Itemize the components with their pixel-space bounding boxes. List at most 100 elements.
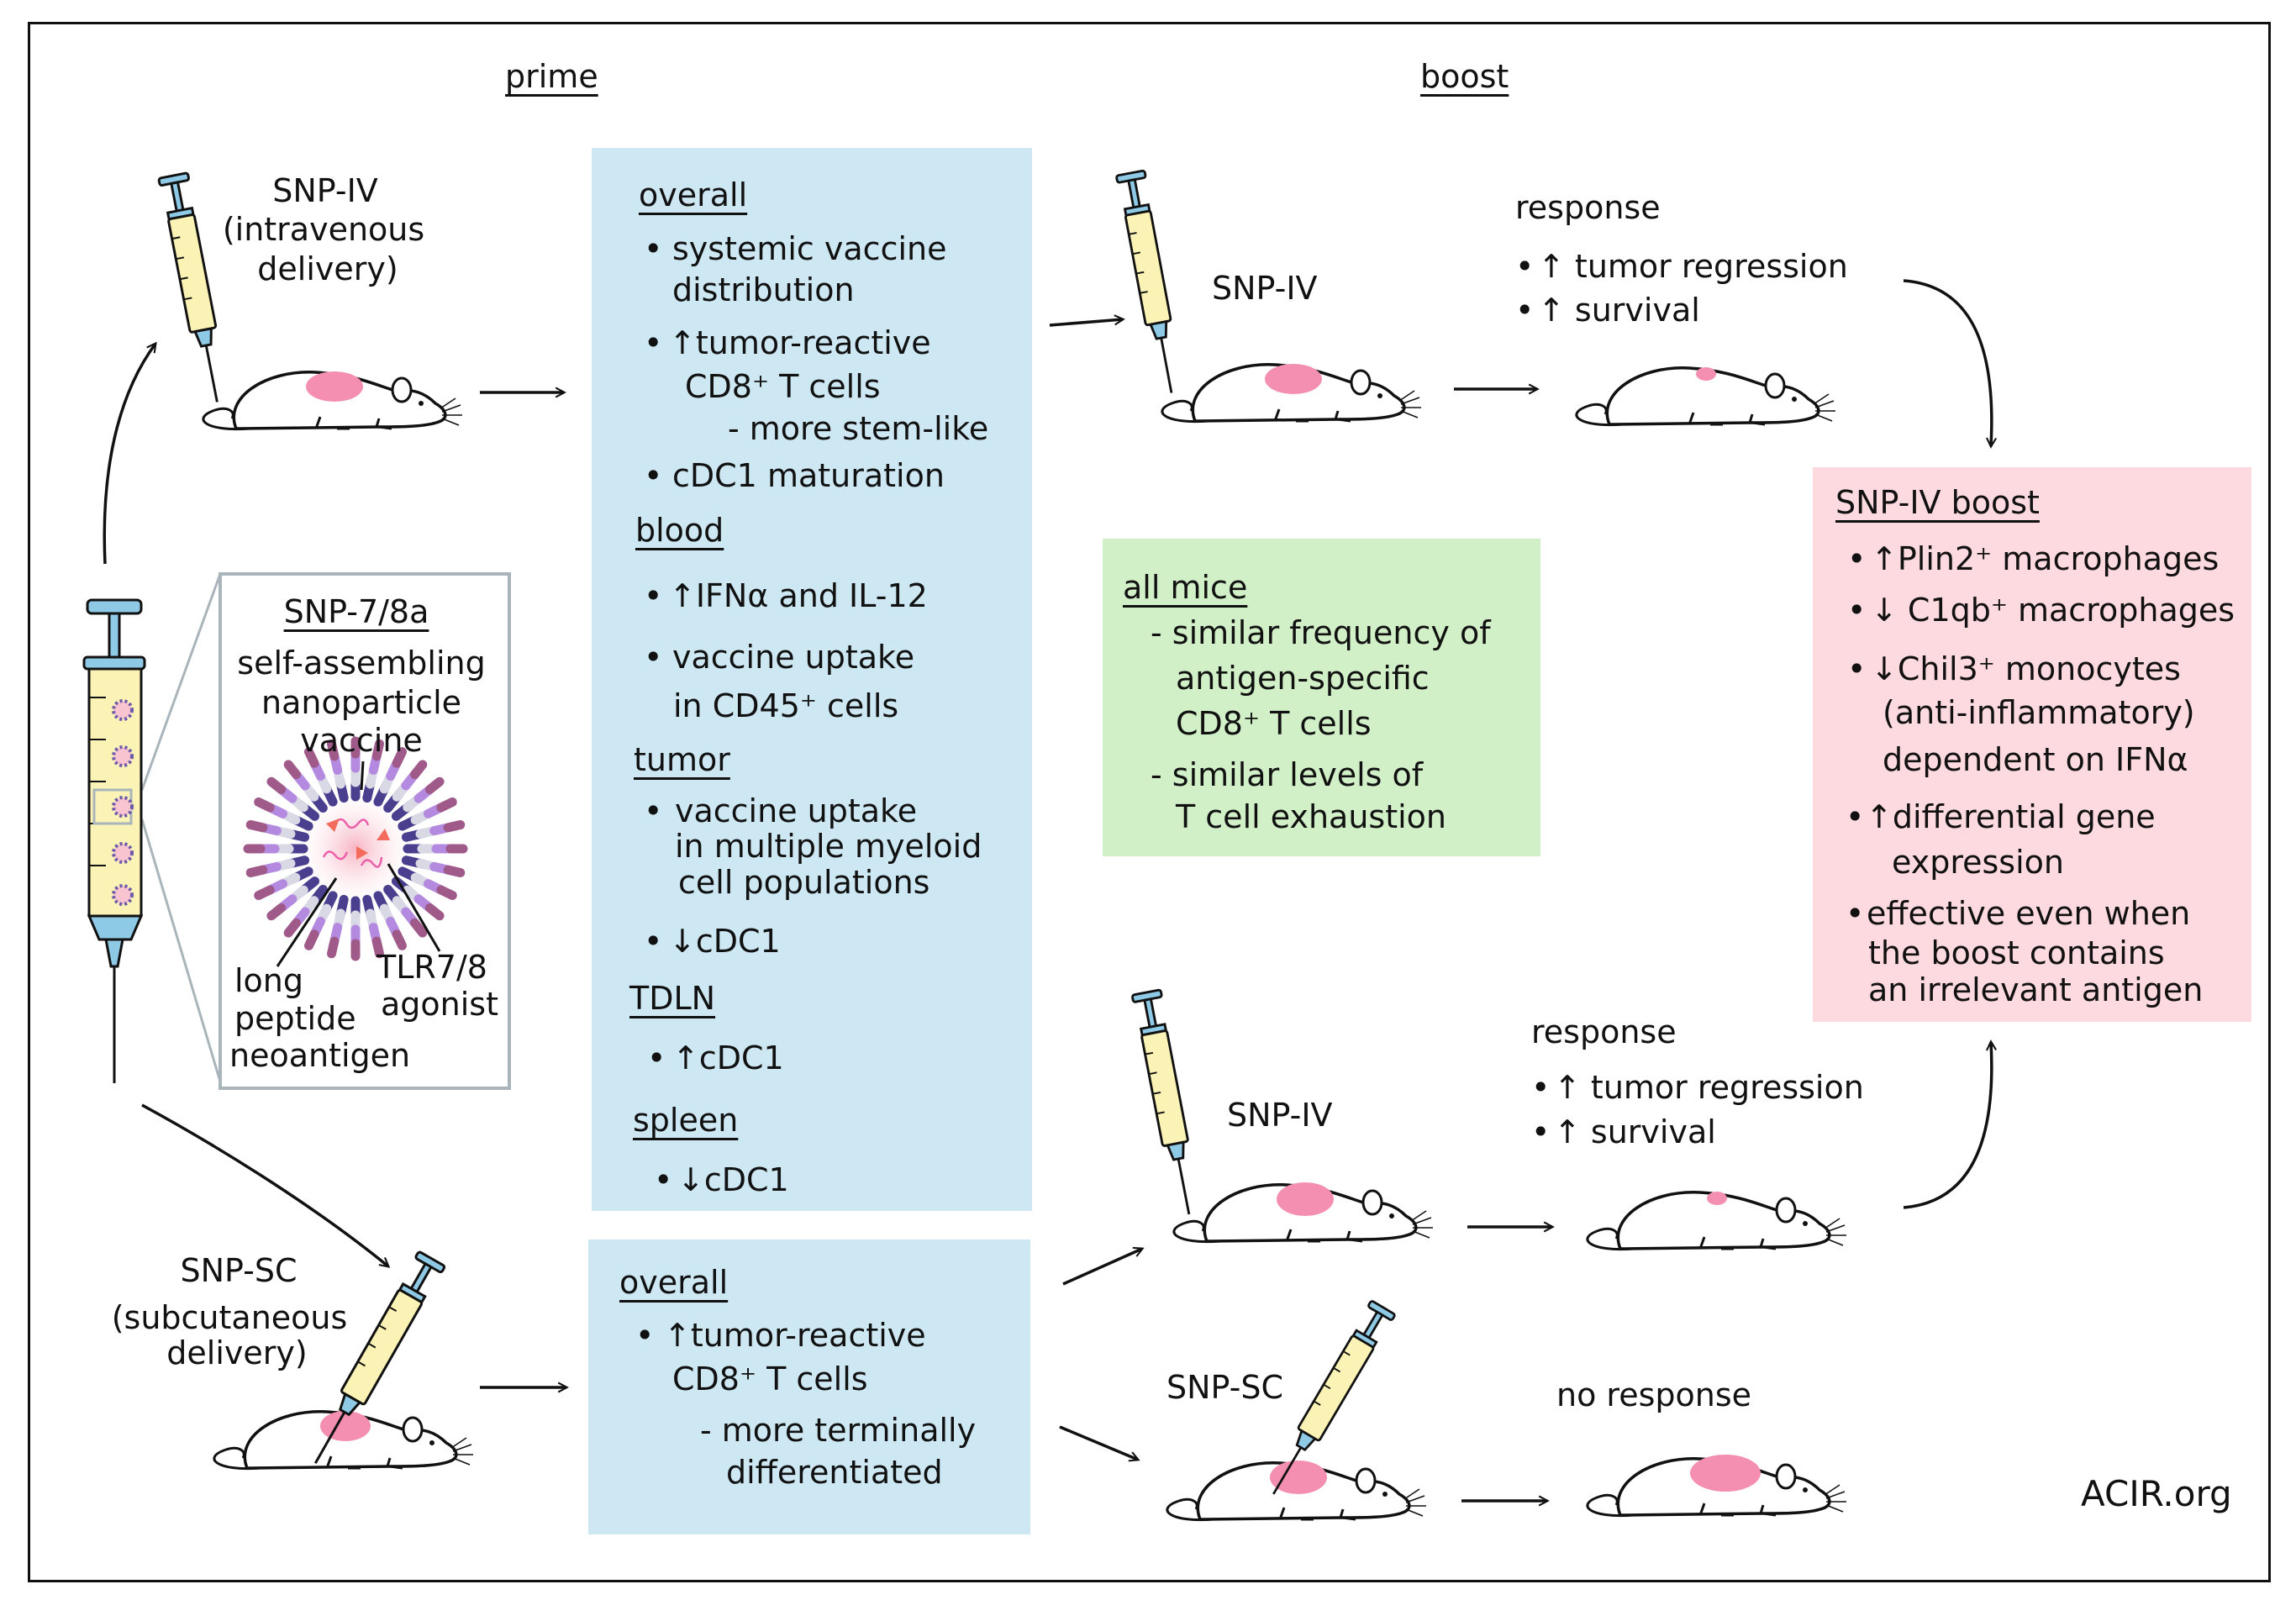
nanoparticle-spoke — [254, 885, 275, 901]
peptide-label-1: long — [234, 962, 304, 999]
bullet: • — [1847, 592, 1867, 629]
nanoparticle-spoke — [424, 903, 445, 921]
mini-nanoparticle-icon — [112, 796, 134, 818]
iv-tumor-item: cell populations — [678, 864, 930, 901]
response-top-item: ↑ survival — [1538, 292, 1700, 329]
label-leader-lines — [276, 761, 441, 967]
vaccine-syringe-icon — [82, 598, 146, 1083]
bullet: • — [1846, 895, 1865, 932]
vaccine-title: SNP-7/8a — [283, 593, 429, 630]
nanoparticle-spoke — [424, 776, 445, 795]
peptide-label-3: neoantigen — [229, 1037, 411, 1074]
arrow-to-iv-boost-top — [1049, 319, 1123, 327]
snp-sc-boost-label: SNP-SC — [1166, 1369, 1283, 1406]
bullet: • — [644, 457, 663, 494]
zoom-connector — [140, 573, 222, 1082]
peptide-label-2: peptide — [234, 1000, 356, 1037]
bullet: • — [635, 1317, 655, 1354]
iv-boost-item: ↑Plin2⁺ macrophages — [1871, 540, 2220, 577]
iv-tumor-item: vaccine uptake — [675, 792, 918, 829]
mini-nanoparticle-icon — [112, 745, 134, 767]
snp-iv-prime-desc-2: delivery) — [257, 250, 398, 287]
arrow-to-iv-boost-mid — [1062, 1249, 1142, 1286]
prime-header: prime — [505, 58, 598, 95]
iv-overall-item: - more stem-like — [728, 410, 989, 447]
snp-iv-boost-top-label: SNP-IV — [1212, 270, 1318, 307]
iv-prime-overall-heading: overall — [639, 176, 748, 213]
bullet: • — [1847, 650, 1867, 687]
bullet: • — [644, 923, 663, 960]
agonist-label-2: agonist — [381, 986, 498, 1023]
response-mid-item: ↑ tumor regression — [1554, 1069, 1864, 1106]
iv-overall-item: systemic vaccine — [672, 230, 947, 267]
nanoparticle-spoke — [266, 903, 287, 921]
iv-prime-box — [592, 148, 1032, 1211]
bullet: • — [644, 639, 663, 676]
snp-iv-boost-mid-label: SNP-IV — [1227, 1097, 1333, 1134]
iv-boost-item: an irrelevant antigen — [1868, 971, 2204, 1008]
mouse-iv-boost-mid-icon — [1172, 1182, 1435, 1244]
outer-frame — [28, 22, 2271, 1582]
arrow-to-iv-prime — [103, 344, 155, 565]
bullet: • — [647, 1039, 666, 1076]
response-mid-item: ↑ survival — [1554, 1113, 1716, 1150]
all-mice-item: CD8⁺ T cells — [1176, 705, 1372, 742]
mouse-no-response-icon — [1586, 1455, 1848, 1518]
acir-logo: ACIR.org — [2081, 1473, 2232, 1514]
iv-boost-item: (anti-inflammatory) — [1883, 694, 2195, 731]
sc-overall-item: CD8⁺ T cells — [672, 1361, 868, 1397]
all-mice-item: antigen-specific — [1176, 660, 1430, 697]
bullet: • — [1515, 248, 1535, 285]
iv-boost-item: dependent on IFNα — [1883, 741, 2188, 778]
iv-spleen-item: ↓cDC1 — [677, 1161, 789, 1198]
nanoparticle-spoke — [245, 820, 268, 833]
nanoparticle-spoke — [409, 918, 428, 938]
mouse-iv-boost-top-icon — [1161, 363, 1423, 424]
sc-overall-item: ↑tumor-reactive — [664, 1317, 926, 1354]
arrow-to-sc-prime — [141, 1103, 388, 1266]
bullet: • — [1847, 540, 1867, 577]
sc-prime-box — [588, 1239, 1030, 1534]
sc-overall-item: - more terminally — [700, 1412, 977, 1449]
arrow-response-mid-to-summary — [1903, 1042, 1992, 1209]
bullet: • — [644, 230, 663, 267]
nanoparticle-spoke — [303, 747, 319, 768]
iv-boost-heading: SNP-IV boost — [1835, 484, 2040, 521]
mini-nanoparticle-icon — [112, 884, 134, 906]
agonist-label-1: TLR7/8 — [377, 949, 487, 986]
iv-blood-item: vaccine uptake — [672, 639, 915, 676]
all-mice-box — [1103, 539, 1540, 856]
iv-tumor-item: ↓cDC1 — [669, 923, 781, 960]
boost-header: boost — [1420, 58, 1509, 95]
nanoparticle-spoke — [303, 929, 319, 950]
bullet: • — [644, 792, 663, 829]
response-top-item: ↑ tumor regression — [1538, 248, 1848, 285]
iv-blood-item: in CD45⁺ cells — [673, 687, 899, 724]
nanoparticle-spoke — [283, 760, 302, 780]
mouse-sc-prime-icon — [213, 1410, 475, 1471]
syringe-iv-boost-top-icon — [1114, 169, 1187, 397]
mouse-response-mid-icon — [1586, 1191, 1848, 1251]
snp-iv-prime-label: SNP-IV — [272, 172, 378, 209]
iv-overall-item: CD8⁺ T cells — [685, 368, 881, 405]
iv-boost-item: the boost contains — [1868, 934, 2165, 971]
iv-boost-box — [1813, 467, 2251, 1022]
bullet: • — [1531, 1113, 1551, 1150]
iv-prime-tumor-heading: tumor — [634, 741, 730, 778]
flow-arrows — [103, 279, 1992, 1501]
nanoparticle-spoke — [371, 739, 384, 761]
mouse-iv-prime-icon — [202, 371, 464, 431]
arrow-response-to-summary — [1903, 279, 1992, 446]
nanoparticle-spoke — [436, 797, 457, 813]
sc-overall-item: differentiated — [726, 1454, 943, 1491]
bullet: • — [644, 324, 663, 361]
iv-prime-spleen-heading: spleen — [633, 1102, 739, 1139]
iv-tumor-item: in multiple myeloid — [675, 828, 982, 865]
nanoparticle-spoke — [443, 865, 466, 877]
iv-prime-blood-heading: blood — [635, 512, 724, 549]
iv-boost-item: effective even when — [1867, 895, 2191, 932]
nanoparticle-spoke — [254, 797, 275, 813]
all-mice-item: - similar frequency of — [1151, 614, 1491, 651]
nanoparticle-spoke — [443, 820, 466, 833]
